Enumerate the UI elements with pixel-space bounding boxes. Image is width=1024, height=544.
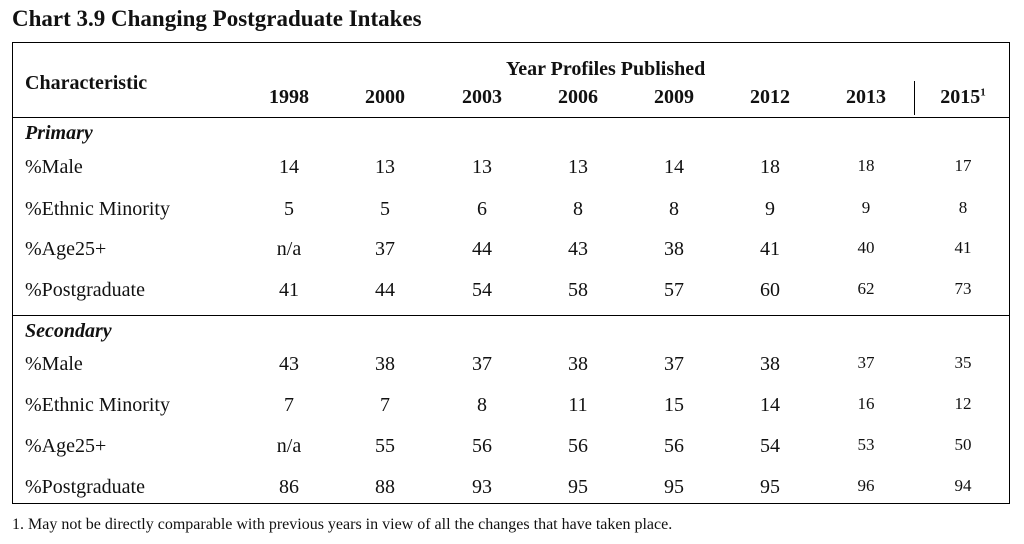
table-cell: 54 [760, 435, 780, 457]
table-cell: 5 [380, 198, 390, 220]
year-header-2000: 2000 [365, 86, 405, 108]
table-cell: 95 [664, 476, 684, 498]
row-label: %Age25+ [25, 238, 107, 260]
page-title: Chart 3.9 Changing Postgraduate Intakes [12, 6, 422, 31]
data-table: Characteristic Year Profiles Published 1… [12, 42, 1010, 504]
table-cell: 56 [472, 435, 492, 457]
table-cell: 37 [375, 238, 395, 260]
table-cell: 41 [760, 238, 780, 260]
table-cell: 56 [664, 435, 684, 457]
header-divider [914, 81, 915, 115]
table-cell: 35 [954, 353, 972, 372]
table-cell: 5 [284, 198, 294, 220]
table-cell: 54 [472, 279, 492, 301]
table-cell: 40 [857, 238, 875, 257]
table-cell: 56 [568, 435, 588, 457]
table-cell: 8 [958, 198, 968, 217]
row-label: %Ethnic Minority [25, 198, 170, 220]
table-cell: 15 [664, 394, 684, 416]
section-primary-heading: Primary [25, 122, 93, 144]
year-header-2006: 2006 [558, 86, 598, 108]
table-cell: 8 [669, 198, 679, 220]
table-cell: 44 [472, 238, 492, 260]
year-header-1998: 1998 [269, 86, 309, 108]
table-cell: 88 [375, 476, 395, 498]
table-cell: 86 [279, 476, 299, 498]
table-cell: 58 [568, 279, 588, 301]
table-cell: 13 [568, 156, 588, 178]
year-header-2009: 2009 [654, 86, 694, 108]
table-cell: 50 [954, 435, 972, 454]
table-cell: 7 [380, 394, 390, 416]
table-cell: 9 [765, 198, 775, 220]
table-cell: 95 [568, 476, 588, 498]
table-cell: 44 [375, 279, 395, 301]
table-cell: 37 [472, 353, 492, 375]
table-cell: 55 [375, 435, 395, 457]
row-label: %Ethnic Minority [25, 394, 170, 416]
year-header-2003: 2003 [462, 86, 502, 108]
table-cell: 14 [760, 394, 780, 416]
header-rule [13, 117, 1009, 118]
table-cell: 94 [954, 476, 972, 495]
table-cell: 73 [954, 279, 972, 298]
table-cell: 13 [375, 156, 395, 178]
year-header-2013: 2013 [846, 86, 886, 108]
table-cell: 38 [760, 353, 780, 375]
table-cell: 41 [279, 279, 299, 301]
table-cell: 60 [760, 279, 780, 301]
row-label: %Postgraduate [25, 279, 145, 301]
table-cell: 8 [573, 198, 583, 220]
year-header-2015-text: 2015 [940, 86, 981, 108]
year-header-2015: 20151 [923, 85, 1003, 109]
footnote: 1. May not be directly comparable with p… [12, 516, 673, 533]
table-cell: 13 [472, 156, 492, 178]
row-label: %Age25+ [25, 435, 107, 457]
table-cell: 53 [857, 435, 875, 454]
table-cell: n/a [276, 238, 302, 260]
table-cell: 38 [664, 238, 684, 260]
column-header-characteristic: Characteristic [25, 72, 148, 94]
table-cell: 38 [568, 353, 588, 375]
table-cell: 62 [857, 279, 875, 298]
table-cell: 95 [760, 476, 780, 498]
table-cell: 41 [954, 238, 972, 257]
table-cell: 57 [664, 279, 684, 301]
section-secondary-heading: Secondary [25, 320, 112, 342]
row-label: %Postgraduate [25, 476, 145, 498]
table-cell: 18 [760, 156, 780, 178]
table-cell: 37 [857, 353, 875, 372]
table-cell: n/a [276, 435, 302, 457]
table-cell: 18 [857, 156, 875, 175]
table-cell: 17 [954, 156, 972, 175]
table-cell: 37 [664, 353, 684, 375]
table-cell: 43 [279, 353, 299, 375]
table-cell: 16 [857, 394, 875, 413]
table-cell: 96 [857, 476, 875, 495]
table-cell: 43 [568, 238, 588, 260]
table-cell: 11 [568, 394, 588, 416]
table-cell: 12 [954, 394, 972, 413]
year-header-2012: 2012 [750, 86, 790, 108]
row-label: %Male [25, 353, 83, 375]
table-cell: 6 [477, 198, 487, 220]
table-cell: 9 [861, 198, 871, 217]
table-cell: 7 [284, 394, 294, 416]
table-cell: 14 [279, 156, 299, 178]
column-group-heading: Year Profiles Published [506, 58, 706, 80]
row-label: %Male [25, 156, 83, 178]
footnote-marker: 1 [980, 86, 986, 99]
table-cell: 38 [375, 353, 395, 375]
table-cell: 14 [664, 156, 684, 178]
section-rule [13, 315, 1009, 316]
table-cell: 8 [477, 394, 487, 416]
table-cell: 93 [472, 476, 492, 498]
